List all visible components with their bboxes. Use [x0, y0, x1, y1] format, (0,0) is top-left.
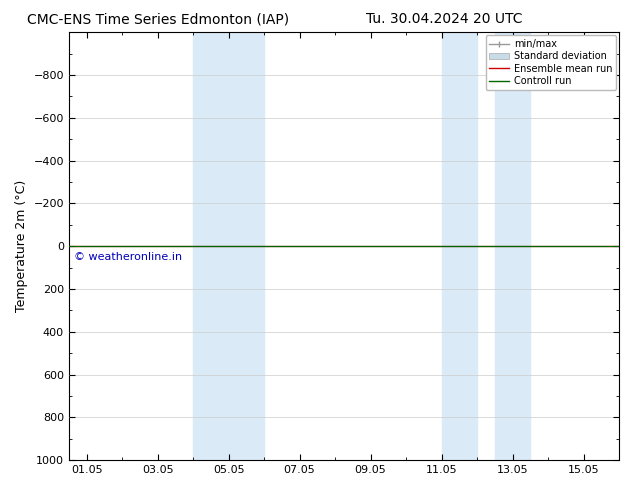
- Bar: [229, 32, 264, 460]
- Y-axis label: Temperature 2m (°C): Temperature 2m (°C): [15, 180, 28, 312]
- Bar: [441, 32, 477, 460]
- Bar: [193, 32, 229, 460]
- Text: Tu. 30.04.2024 20 UTC: Tu. 30.04.2024 20 UTC: [366, 12, 522, 26]
- Text: © weatheronline.in: © weatheronline.in: [74, 252, 183, 262]
- Legend: min/max, Standard deviation, Ensemble mean run, Controll run: min/max, Standard deviation, Ensemble me…: [486, 35, 616, 90]
- Bar: [495, 32, 530, 460]
- Text: CMC-ENS Time Series Edmonton (IAP): CMC-ENS Time Series Edmonton (IAP): [27, 12, 290, 26]
